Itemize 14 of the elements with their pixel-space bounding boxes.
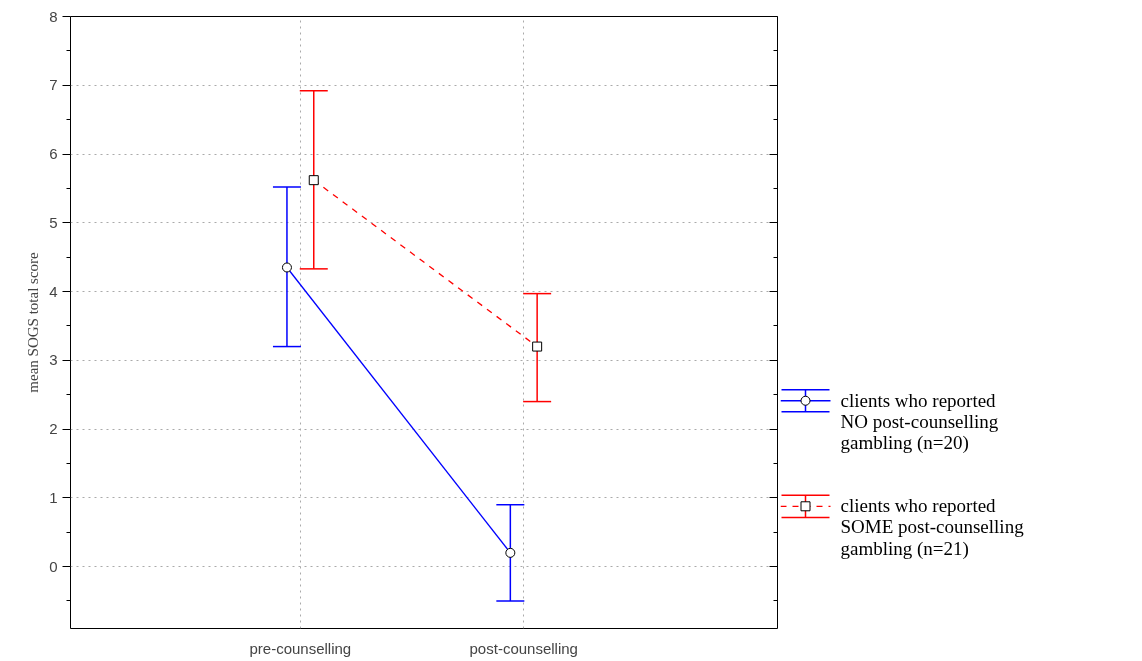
y-tick-label: 8 bbox=[49, 7, 58, 25]
y-tick-label: 1 bbox=[49, 488, 58, 506]
y-tick-label: 5 bbox=[49, 213, 58, 231]
y-tick-label: 0 bbox=[49, 557, 58, 575]
legend-label: clients who reported NO post-counselling gambling (n=20) bbox=[840, 389, 999, 455]
y-axis-title: mean SOGS total score bbox=[25, 251, 42, 393]
y-tick-label: 2 bbox=[49, 420, 58, 438]
y-tick-label: 6 bbox=[49, 145, 58, 163]
y-tick-label: 4 bbox=[49, 282, 58, 300]
legend-label: clients who reported SOME post-counselling gambling (n=21) bbox=[840, 495, 1025, 560]
x-tick-label: pre-counselling bbox=[249, 639, 352, 657]
y-tick-label: 3 bbox=[49, 351, 58, 369]
y-tick-label: 7 bbox=[49, 76, 58, 94]
x-tick-label: post-counselling bbox=[469, 639, 578, 657]
